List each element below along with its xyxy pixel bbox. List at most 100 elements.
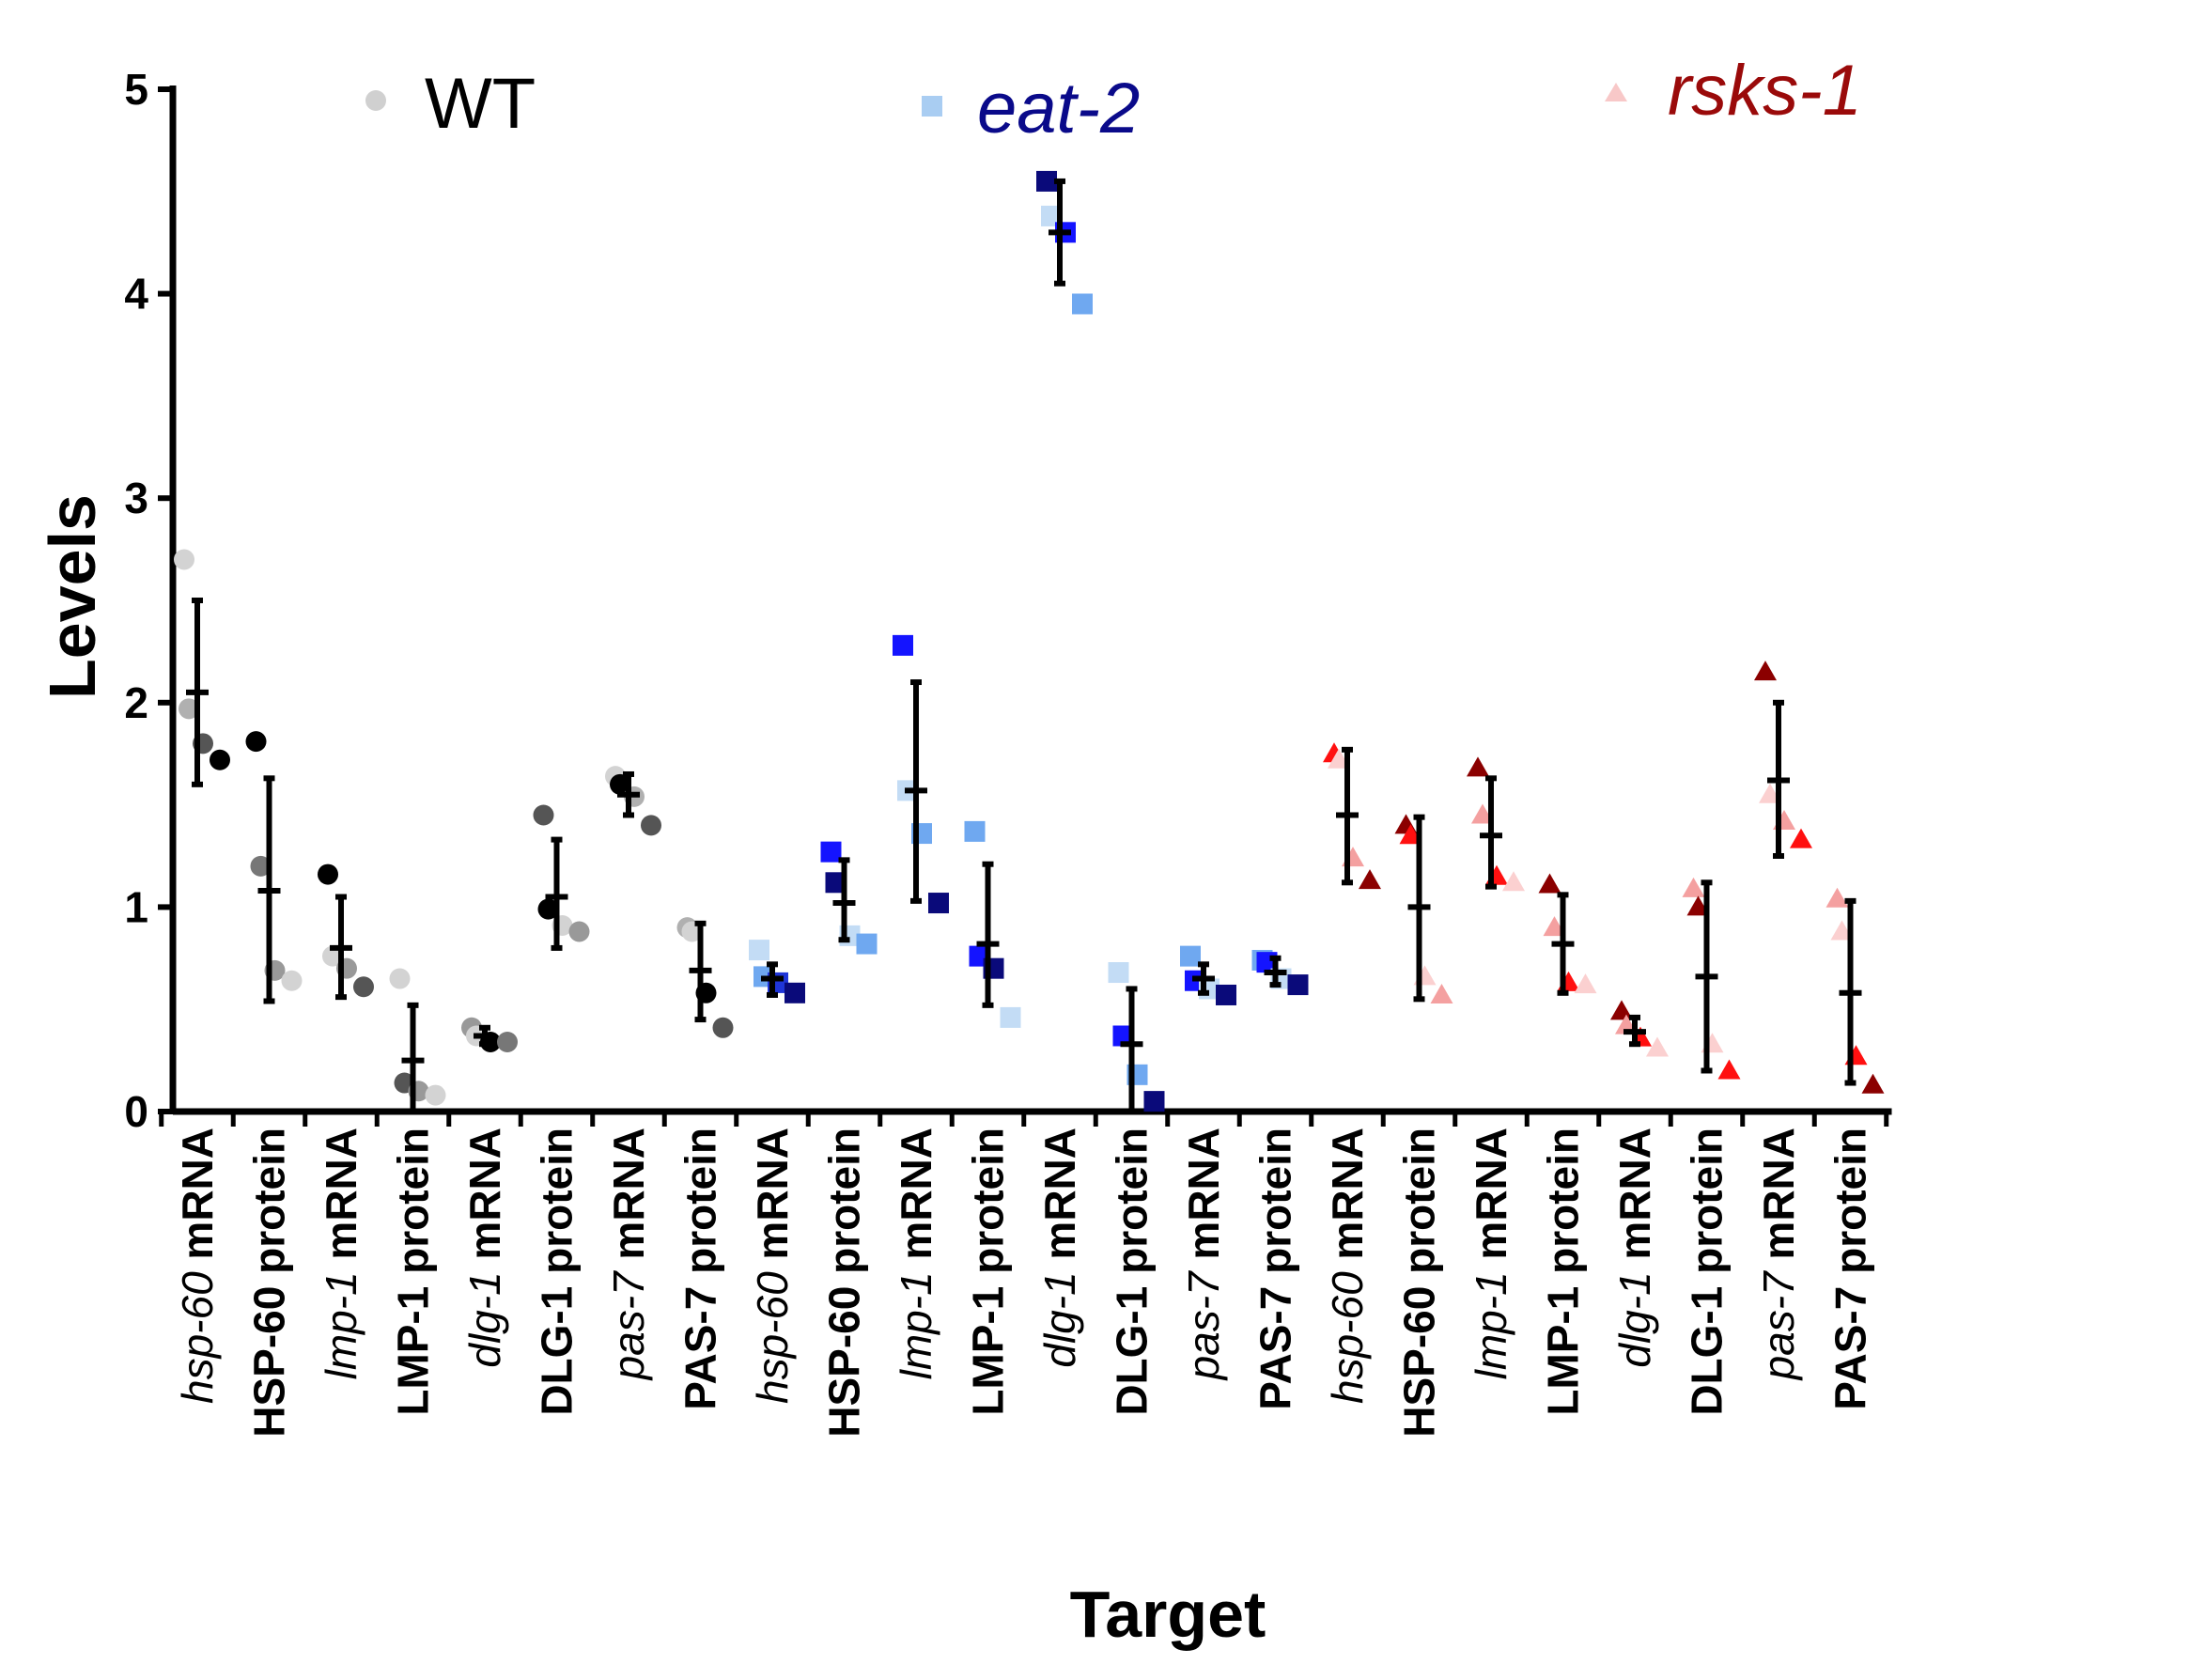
data-point-circle: [681, 921, 703, 942]
y-tick-label: 3: [124, 474, 148, 522]
category-type: DLG-1 protein: [533, 1128, 582, 1416]
category-label: hsp-60 mRNA: [173, 1128, 222, 1404]
category-type: PAS-7 protein: [1826, 1128, 1875, 1410]
data-point-triangle: [1682, 877, 1705, 897]
legend-wt-marker: [365, 90, 386, 111]
data-point-circle: [353, 976, 374, 998]
y-tick-label: 4: [124, 270, 148, 319]
data-point-circle: [533, 804, 554, 826]
category-label: dlg-1 mRNA: [1610, 1128, 1659, 1368]
category-type: DLG-1 protein: [1108, 1128, 1157, 1416]
data-point-square: [1036, 170, 1057, 192]
category-label: dlg-1 mRNA: [1035, 1128, 1084, 1368]
data-point-square: [893, 634, 913, 656]
category-type: mRNA: [1323, 1128, 1372, 1271]
category-labels: hsp-60 mRNA HSP-60 protein lmp-1 mRNA LMP-1…: [173, 1128, 1875, 1438]
category-label: DLG-1 protein: [1108, 1128, 1157, 1416]
category-label: lmp-1 mRNA: [317, 1128, 365, 1379]
data-point-circle: [537, 898, 559, 920]
legend-eat2-marker: [922, 96, 942, 117]
data-point-square: [928, 893, 949, 914]
x-axis-title: Target: [1070, 1578, 1266, 1651]
category-type: LMP-1 protein: [389, 1128, 438, 1416]
category-type: mRNA: [748, 1128, 797, 1271]
y-tick-label: 1: [124, 882, 148, 931]
data-point-triangle: [1359, 869, 1381, 890]
category-type: mRNA: [1610, 1128, 1659, 1271]
data-point-circle: [389, 968, 411, 989]
category-gene-name: hsp-60: [748, 1271, 797, 1404]
category-type: PAS-7 protein: [676, 1128, 725, 1410]
category-type: mRNA: [1467, 1128, 1515, 1271]
data-point-circle: [250, 855, 272, 877]
category-type: mRNA: [1179, 1128, 1228, 1271]
data-point-square: [785, 982, 805, 1003]
data-point-square: [820, 841, 842, 863]
data-point-circle: [174, 549, 194, 570]
data-point-square: [825, 872, 847, 894]
category-label: hsp-60 mRNA: [748, 1128, 797, 1404]
legend-eat2-label: eat-2: [977, 69, 1140, 148]
data-point-square: [1143, 1091, 1165, 1112]
category-gene-name: dlg-1: [1610, 1271, 1659, 1367]
data-point-circle: [568, 921, 590, 942]
data-point-square: [1108, 962, 1129, 984]
y-axis: 0 1 2 3 4 5: [124, 65, 177, 1136]
category-type: HSP-60 protein: [245, 1128, 294, 1438]
category-gene-name: pas-7: [1179, 1270, 1228, 1381]
category-label: dlg-1 mRNA: [460, 1128, 509, 1368]
category-label: DLG-1 protein: [533, 1128, 582, 1416]
y-axis-title: Levels: [36, 494, 109, 699]
data-point-triangle: [1646, 1036, 1669, 1057]
category-gene-name: lmp-1: [317, 1271, 365, 1379]
y-tick-label: 5: [124, 65, 148, 114]
category-type: mRNA: [892, 1128, 940, 1271]
category-type: mRNA: [1035, 1128, 1084, 1271]
data-point-circle: [425, 1084, 446, 1106]
category-label: HSP-60 protein: [1395, 1128, 1444, 1438]
data-point-circle: [281, 970, 303, 991]
category-label: PAS-7 protein: [1251, 1128, 1300, 1410]
category-type: mRNA: [173, 1128, 222, 1271]
data-point-triangle: [1717, 1059, 1741, 1080]
category-type: LMP-1 protein: [1539, 1128, 1588, 1416]
data-point-circle: [318, 863, 338, 885]
category-label: pas-7 mRNA: [1754, 1128, 1803, 1381]
data-point-square: [1180, 945, 1201, 967]
data-point-triangle: [1610, 1000, 1633, 1020]
category-label: LMP-1 protein: [964, 1128, 1013, 1416]
legend-rsks1-label: rsks-1: [1668, 51, 1862, 131]
category-type: HSP-60 protein: [820, 1128, 869, 1438]
data-point-square: [1216, 984, 1236, 1005]
category-label: HSP-60 protein: [820, 1128, 869, 1438]
data-point-triangle: [1502, 871, 1525, 892]
data-point-circle: [641, 815, 661, 836]
category-label: hsp-60 mRNA: [1323, 1128, 1372, 1404]
legend-wt-label: WT: [425, 64, 536, 144]
category-type: DLG-1 protein: [1683, 1128, 1732, 1416]
data-point-triangle: [1467, 756, 1489, 777]
category-gene-name: dlg-1: [1035, 1271, 1084, 1367]
data-point-square: [1041, 205, 1062, 226]
data-point-square: [1112, 1025, 1134, 1047]
data-point-square: [749, 940, 769, 961]
data-point-square: [1287, 974, 1309, 996]
category-type: HSP-60 protein: [1395, 1128, 1444, 1438]
data-point-square: [964, 820, 986, 842]
x-axis: [159, 1108, 1892, 1127]
data-point-square: [856, 933, 878, 955]
data-marks: [174, 170, 1885, 1114]
category-label: HSP-60 protein: [245, 1128, 294, 1438]
legend: WT eat-2 rsks-1: [365, 51, 1862, 148]
category-label: PAS-7 protein: [676, 1128, 725, 1410]
data-point-circle: [497, 1032, 518, 1053]
data-point-square: [1000, 1006, 1021, 1028]
category-label: lmp-1 mRNA: [1467, 1128, 1515, 1379]
data-point-triangle: [1574, 973, 1597, 994]
category-label: pas-7 mRNA: [604, 1128, 653, 1381]
data-point-triangle: [1430, 983, 1453, 1003]
category-label: lmp-1 mRNA: [892, 1128, 940, 1379]
data-point-circle: [322, 945, 343, 967]
category-gene-name: dlg-1: [460, 1271, 509, 1367]
